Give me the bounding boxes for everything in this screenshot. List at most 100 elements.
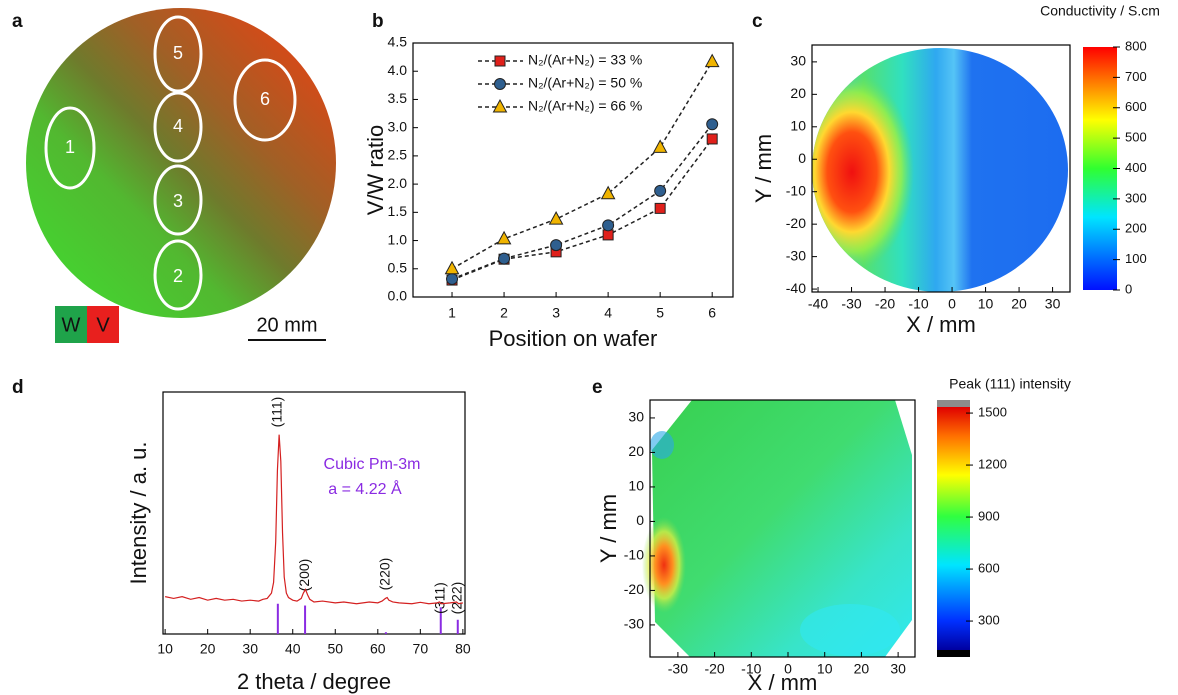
series-line	[451, 123, 713, 280]
series-line	[451, 61, 713, 270]
y-tick-label: -10	[624, 547, 644, 563]
data-point	[548, 211, 564, 225]
x-tick-label: 1	[448, 305, 456, 321]
x-tick-label: 60	[370, 641, 386, 657]
x-tick-label: -30	[841, 296, 861, 312]
y-axis-title: Y / mm	[751, 134, 776, 203]
colorbar-tick-label: 400	[1125, 160, 1147, 175]
y-tick-label: 3.5	[388, 90, 408, 106]
y-tick-label: 0	[798, 150, 806, 166]
colorbar-tick-label: 600	[1125, 99, 1147, 114]
x-tick-label: -20	[704, 661, 724, 677]
series-line	[451, 138, 713, 281]
intensity-map	[642, 400, 912, 657]
plot-frame	[811, 44, 1071, 293]
x-tick-label: 5	[656, 305, 664, 321]
y-tick-label: 10	[628, 478, 644, 494]
panel-label: b	[372, 11, 384, 32]
spot-label: 4	[173, 116, 183, 136]
plot-frame	[162, 391, 466, 635]
panel-label: d	[12, 377, 24, 398]
legend-marker	[492, 98, 508, 113]
data-point	[600, 185, 616, 200]
plot-frame	[412, 42, 734, 298]
x-tick-label: 30	[1045, 296, 1061, 312]
colorbar-tick-label: 600	[978, 560, 1000, 575]
colorbar-tick-label: 300	[1125, 190, 1147, 205]
y-tick-label: 0	[636, 512, 644, 528]
colorbar	[1083, 47, 1117, 290]
x-axis-title: X / mm	[906, 312, 976, 337]
y-tick-label: 2.5	[388, 147, 408, 163]
colorbar-title: Conductivity / S.cm	[1040, 3, 1160, 19]
data-point	[654, 184, 667, 197]
colorbar-under	[937, 650, 970, 657]
panel-label: e	[592, 377, 603, 398]
x-tick-label: 0	[948, 296, 956, 312]
y-tick-label: 20	[790, 85, 806, 101]
scale-bar-label: 20 mm	[256, 314, 317, 336]
x-tick-label: 10	[817, 661, 833, 677]
x-tick-label: 20	[854, 661, 870, 677]
x-tick-label: 30	[242, 641, 258, 657]
x-tick-label: 10	[978, 296, 994, 312]
annotation: Cubic Pm-3m	[324, 456, 421, 473]
x-tick-label: 6	[708, 305, 716, 321]
x-tick-label: 40	[285, 641, 301, 657]
legend-label: W	[62, 314, 81, 336]
wafer-image	[26, 8, 336, 318]
y-tick-label: 10	[790, 117, 806, 133]
peak-label: (220)	[377, 558, 393, 591]
colorbar	[937, 407, 970, 650]
series-line	[165, 434, 463, 605]
x-tick-label: 3	[552, 305, 560, 321]
peak-label: (200)	[296, 559, 312, 592]
legend-marker	[494, 55, 506, 67]
x-tick-label: 4	[604, 305, 612, 321]
y-tick-label: 1.5	[388, 203, 408, 219]
data-point	[444, 260, 460, 275]
legend-label: N₂/(Ar+N₂) = 66 %	[528, 98, 642, 114]
data-point	[446, 272, 459, 285]
y-tick-label: -20	[624, 581, 644, 597]
legend-swatch	[55, 306, 87, 343]
colorbar-tick-label: 1200	[978, 457, 1007, 472]
y-tick-label: 2.0	[388, 175, 408, 191]
x-tick-label: 70	[413, 641, 429, 657]
colorbar-tick-label: 1500	[978, 405, 1007, 420]
y-tick-label: 3.0	[388, 118, 408, 134]
colorbar-tick-label: 900	[978, 508, 1000, 523]
x-tick-label: -10	[908, 296, 928, 312]
y-tick-label: 4.0	[388, 62, 408, 78]
x-tick-label: -40	[808, 296, 828, 312]
y-axis-title: Intensity / a. u.	[126, 441, 151, 584]
spot-rings	[44, 15, 297, 311]
x-tick-label: -10	[741, 661, 761, 677]
data-point	[706, 133, 718, 145]
colorbar-tick-label: 800	[1125, 38, 1147, 53]
data-point	[550, 239, 563, 252]
data-point	[652, 139, 668, 153]
data-point	[602, 219, 615, 232]
colorbar-tick-label: 300	[978, 612, 1000, 627]
colorbar-over	[937, 400, 970, 407]
x-tick-label: 30	[890, 661, 906, 677]
panel-label: a	[12, 11, 23, 32]
legend-label: N₂/(Ar+N₂) = 33 %	[528, 52, 642, 68]
y-tick-label: -30	[624, 616, 644, 632]
y-tick-label: 0.5	[388, 259, 408, 275]
colorbar-title: Peak (111) intensity	[949, 376, 1071, 392]
x-tick-label: 2	[500, 305, 508, 321]
colorbar-tick-label: 100	[1125, 251, 1147, 266]
colorbar-tick-label: 200	[1125, 221, 1147, 236]
annotation: a = 4.22 Å	[328, 479, 402, 498]
peak-label: (311)	[431, 582, 447, 614]
panel-label: c	[752, 11, 763, 32]
x-tick-label: 0	[784, 661, 792, 677]
peak-label: (222)	[448, 582, 464, 615]
y-tick-label: -40	[786, 280, 806, 296]
y-tick-label: 0.0	[388, 288, 408, 304]
x-tick-label: 10	[157, 641, 173, 657]
